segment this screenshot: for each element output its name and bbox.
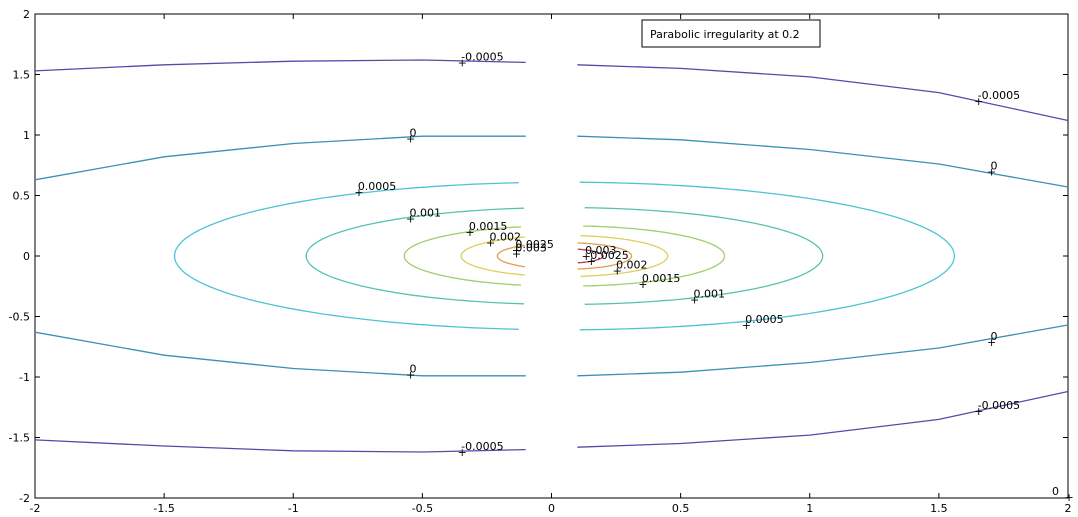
contour-closed-5-right <box>577 248 604 264</box>
x-tick-label-6: 1 <box>806 502 813 515</box>
label-marker-16: + <box>987 336 996 349</box>
y-tick-label-7: -1.5 <box>9 432 30 445</box>
label-marker-0: + <box>458 56 467 69</box>
contour-closed-0-right <box>579 181 956 331</box>
label-marker-1: + <box>974 95 983 108</box>
contour-closed-3-right <box>580 235 669 277</box>
x-tick-label-3: -0.5 <box>412 502 433 515</box>
x-tick-label-7: 1.5 <box>930 502 948 515</box>
x-tick-label-1: -1.5 <box>153 502 174 515</box>
y-tick-label-2: 1 <box>23 129 30 142</box>
level-label-16: 0 <box>991 330 998 343</box>
level-label-19: -0.0005 <box>461 440 503 453</box>
label-marker-10: + <box>582 250 591 263</box>
plot-area <box>34 13 1069 499</box>
level-label-15: 0.0005 <box>745 313 784 326</box>
label-marker-8: + <box>512 244 521 257</box>
x-tick-label-2: -1 <box>288 502 299 515</box>
level-label-9: 0.003 <box>515 242 547 255</box>
contour-closed-1-right <box>584 207 824 305</box>
contour-lines <box>34 59 1069 453</box>
y-tick-label-1: 1.5 <box>13 69 31 82</box>
label-marker-2: + <box>406 133 415 146</box>
label-marker-7: + <box>486 237 495 250</box>
label-marker-15: + <box>742 319 751 332</box>
legend-text: Parabolic irregularity at 0.2 <box>650 28 800 41</box>
y-tick-label-5: -0.5 <box>9 311 30 324</box>
y-tick-label-3: 0.5 <box>13 190 31 203</box>
level-label-4: 0.0005 <box>358 180 397 193</box>
label-marker-6: + <box>465 226 474 239</box>
level-label-14: 0.001 <box>694 288 726 301</box>
x-tick-label-0: -2 <box>30 502 41 515</box>
y-tick-label-6: -1 <box>19 371 30 384</box>
contour-closed-3-left <box>460 236 525 276</box>
contour-1-upper <box>34 135 526 181</box>
x-tick-label-5: 0.5 <box>672 502 690 515</box>
level-label-17: 0 <box>409 363 416 376</box>
y-axis-ticks: 2 1.5 1 0.5 0 -0.5 -1 -1.5 -2 <box>9 8 1068 505</box>
y-tick-label-0: 2 <box>23 8 30 21</box>
x-axis-ticks: -2 -1.5 -1 -0.5 0 0.5 1 1.5 2 <box>30 14 1072 515</box>
contour-1-lower-right <box>577 324 1069 377</box>
contour-0-upper-right <box>577 64 1069 122</box>
label-marker-4: + <box>354 186 363 199</box>
x-tick-label-8: 2 <box>1065 502 1072 515</box>
y-tick-label-4: 0 <box>23 250 30 263</box>
level-label-13: 0.0015 <box>642 272 681 285</box>
label-marker-20: + <box>1065 491 1074 504</box>
contour-level-labels: +-0.0005+-0.0005+0+0+0.0005+0.001+0.0015… <box>354 50 1073 503</box>
label-marker-3: + <box>987 165 996 178</box>
contour-1-lower <box>34 331 526 377</box>
contour-closed-2-right <box>583 225 726 287</box>
level-label-11: 0.0025 <box>590 249 629 262</box>
level-label-10: 0.003 <box>585 244 617 257</box>
level-label-5: 0.001 <box>409 206 441 219</box>
label-marker-19: + <box>458 446 467 459</box>
contour-0-upper <box>34 59 526 72</box>
contour-0-lower <box>34 439 526 453</box>
level-label-8: 0.0025 <box>515 238 554 251</box>
contour-closed-4-right <box>577 242 633 270</box>
contour-closed-0-left <box>173 182 519 330</box>
level-label-2: 0 <box>409 127 416 140</box>
label-marker-5: + <box>406 212 415 225</box>
label-marker-17: + <box>406 369 415 382</box>
level-label-12: 0.002 <box>616 259 648 272</box>
level-label-6: 0.0015 <box>469 220 508 233</box>
contour-1-upper-right <box>577 135 1069 188</box>
contour-0-lower-right <box>577 390 1069 448</box>
level-label-3: 0 <box>991 159 998 172</box>
label-marker-12: + <box>613 265 622 278</box>
label-marker-14: + <box>690 294 699 307</box>
level-label-7: 0.002 <box>490 231 522 244</box>
label-marker-9: + <box>512 248 521 261</box>
contour-closed-2-left <box>403 226 522 286</box>
legend-frame <box>641 19 821 48</box>
label-marker-11: + <box>587 255 596 268</box>
contour-closed-4-left <box>496 244 525 268</box>
y-tick-label-8: -2 <box>19 492 30 505</box>
x-tick-label-4: 0 <box>548 502 555 515</box>
label-marker-18: + <box>974 405 983 418</box>
level-label-20: 0 <box>1052 485 1059 498</box>
level-label-18: -0.0005 <box>978 399 1020 412</box>
label-marker-13: + <box>638 278 647 291</box>
level-label-0: -0.0005 <box>461 50 503 63</box>
level-label-1: -0.0005 <box>978 89 1020 102</box>
legend-box: Parabolic irregularity at 0.2 <box>641 19 821 48</box>
contour-closed-1-left <box>305 207 525 305</box>
